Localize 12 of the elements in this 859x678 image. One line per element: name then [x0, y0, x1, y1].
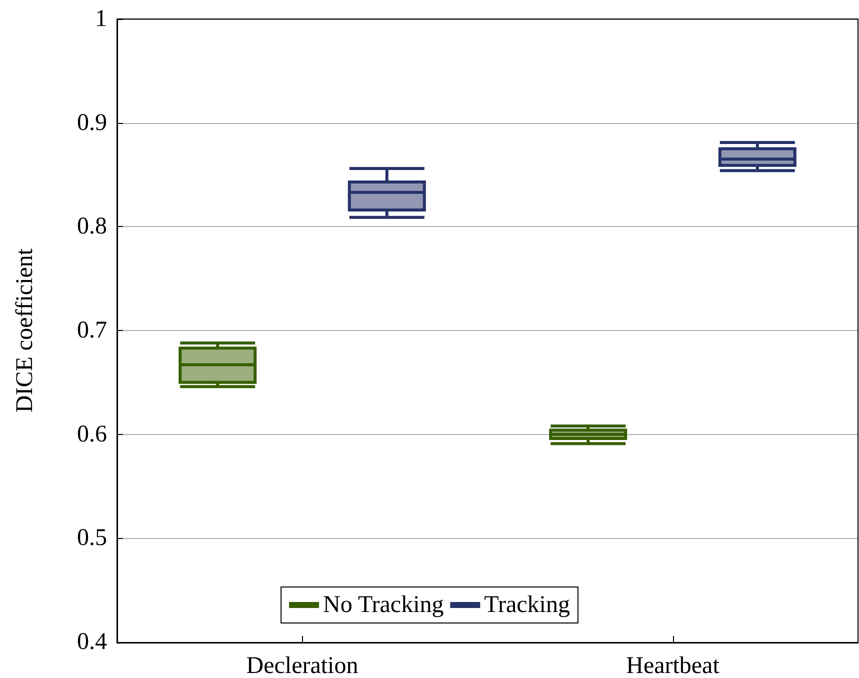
legend-label: No Tracking [323, 592, 444, 618]
x-tick-label: Decleration [246, 653, 358, 678]
x-tick-label: Heartbeat [626, 653, 720, 678]
y-tick-label: 0.7 [77, 318, 107, 344]
legend-label: Tracking [484, 592, 570, 618]
y-tick-label: 0.5 [77, 525, 107, 552]
y-tick-label: 0.6 [77, 421, 107, 448]
y-axis-title: DICE coefficient [12, 248, 38, 413]
y-tick-label: 1 [95, 6, 107, 32]
y-tick-label: 0.9 [77, 110, 107, 136]
y-tick-label: 0.8 [77, 214, 107, 240]
y-tick-label: 0.4 [77, 629, 107, 655]
